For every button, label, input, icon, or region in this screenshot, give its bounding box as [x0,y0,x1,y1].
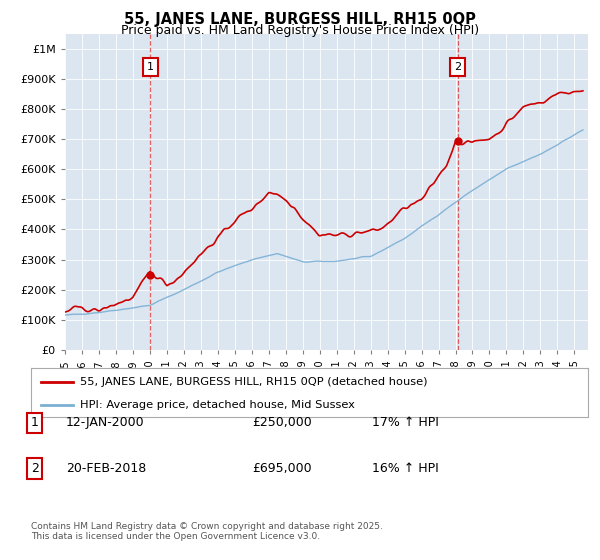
Text: 1: 1 [31,416,39,430]
Text: £250,000: £250,000 [252,416,312,430]
Text: 55, JANES LANE, BURGESS HILL, RH15 0QP: 55, JANES LANE, BURGESS HILL, RH15 0QP [124,12,476,27]
Text: 1: 1 [147,62,154,72]
Text: Price paid vs. HM Land Registry's House Price Index (HPI): Price paid vs. HM Land Registry's House … [121,24,479,36]
Text: 2: 2 [454,62,461,72]
Text: 17% ↑ HPI: 17% ↑ HPI [372,416,439,430]
Text: HPI: Average price, detached house, Mid Sussex: HPI: Average price, detached house, Mid … [80,400,355,410]
Text: 20-FEB-2018: 20-FEB-2018 [66,462,146,475]
Text: 12-JAN-2000: 12-JAN-2000 [66,416,145,430]
Text: 16% ↑ HPI: 16% ↑ HPI [372,462,439,475]
Text: Contains HM Land Registry data © Crown copyright and database right 2025.
This d: Contains HM Land Registry data © Crown c… [31,522,383,542]
Text: 2: 2 [31,462,39,475]
Text: 55, JANES LANE, BURGESS HILL, RH15 0QP (detached house): 55, JANES LANE, BURGESS HILL, RH15 0QP (… [80,377,428,387]
Text: £695,000: £695,000 [252,462,311,475]
